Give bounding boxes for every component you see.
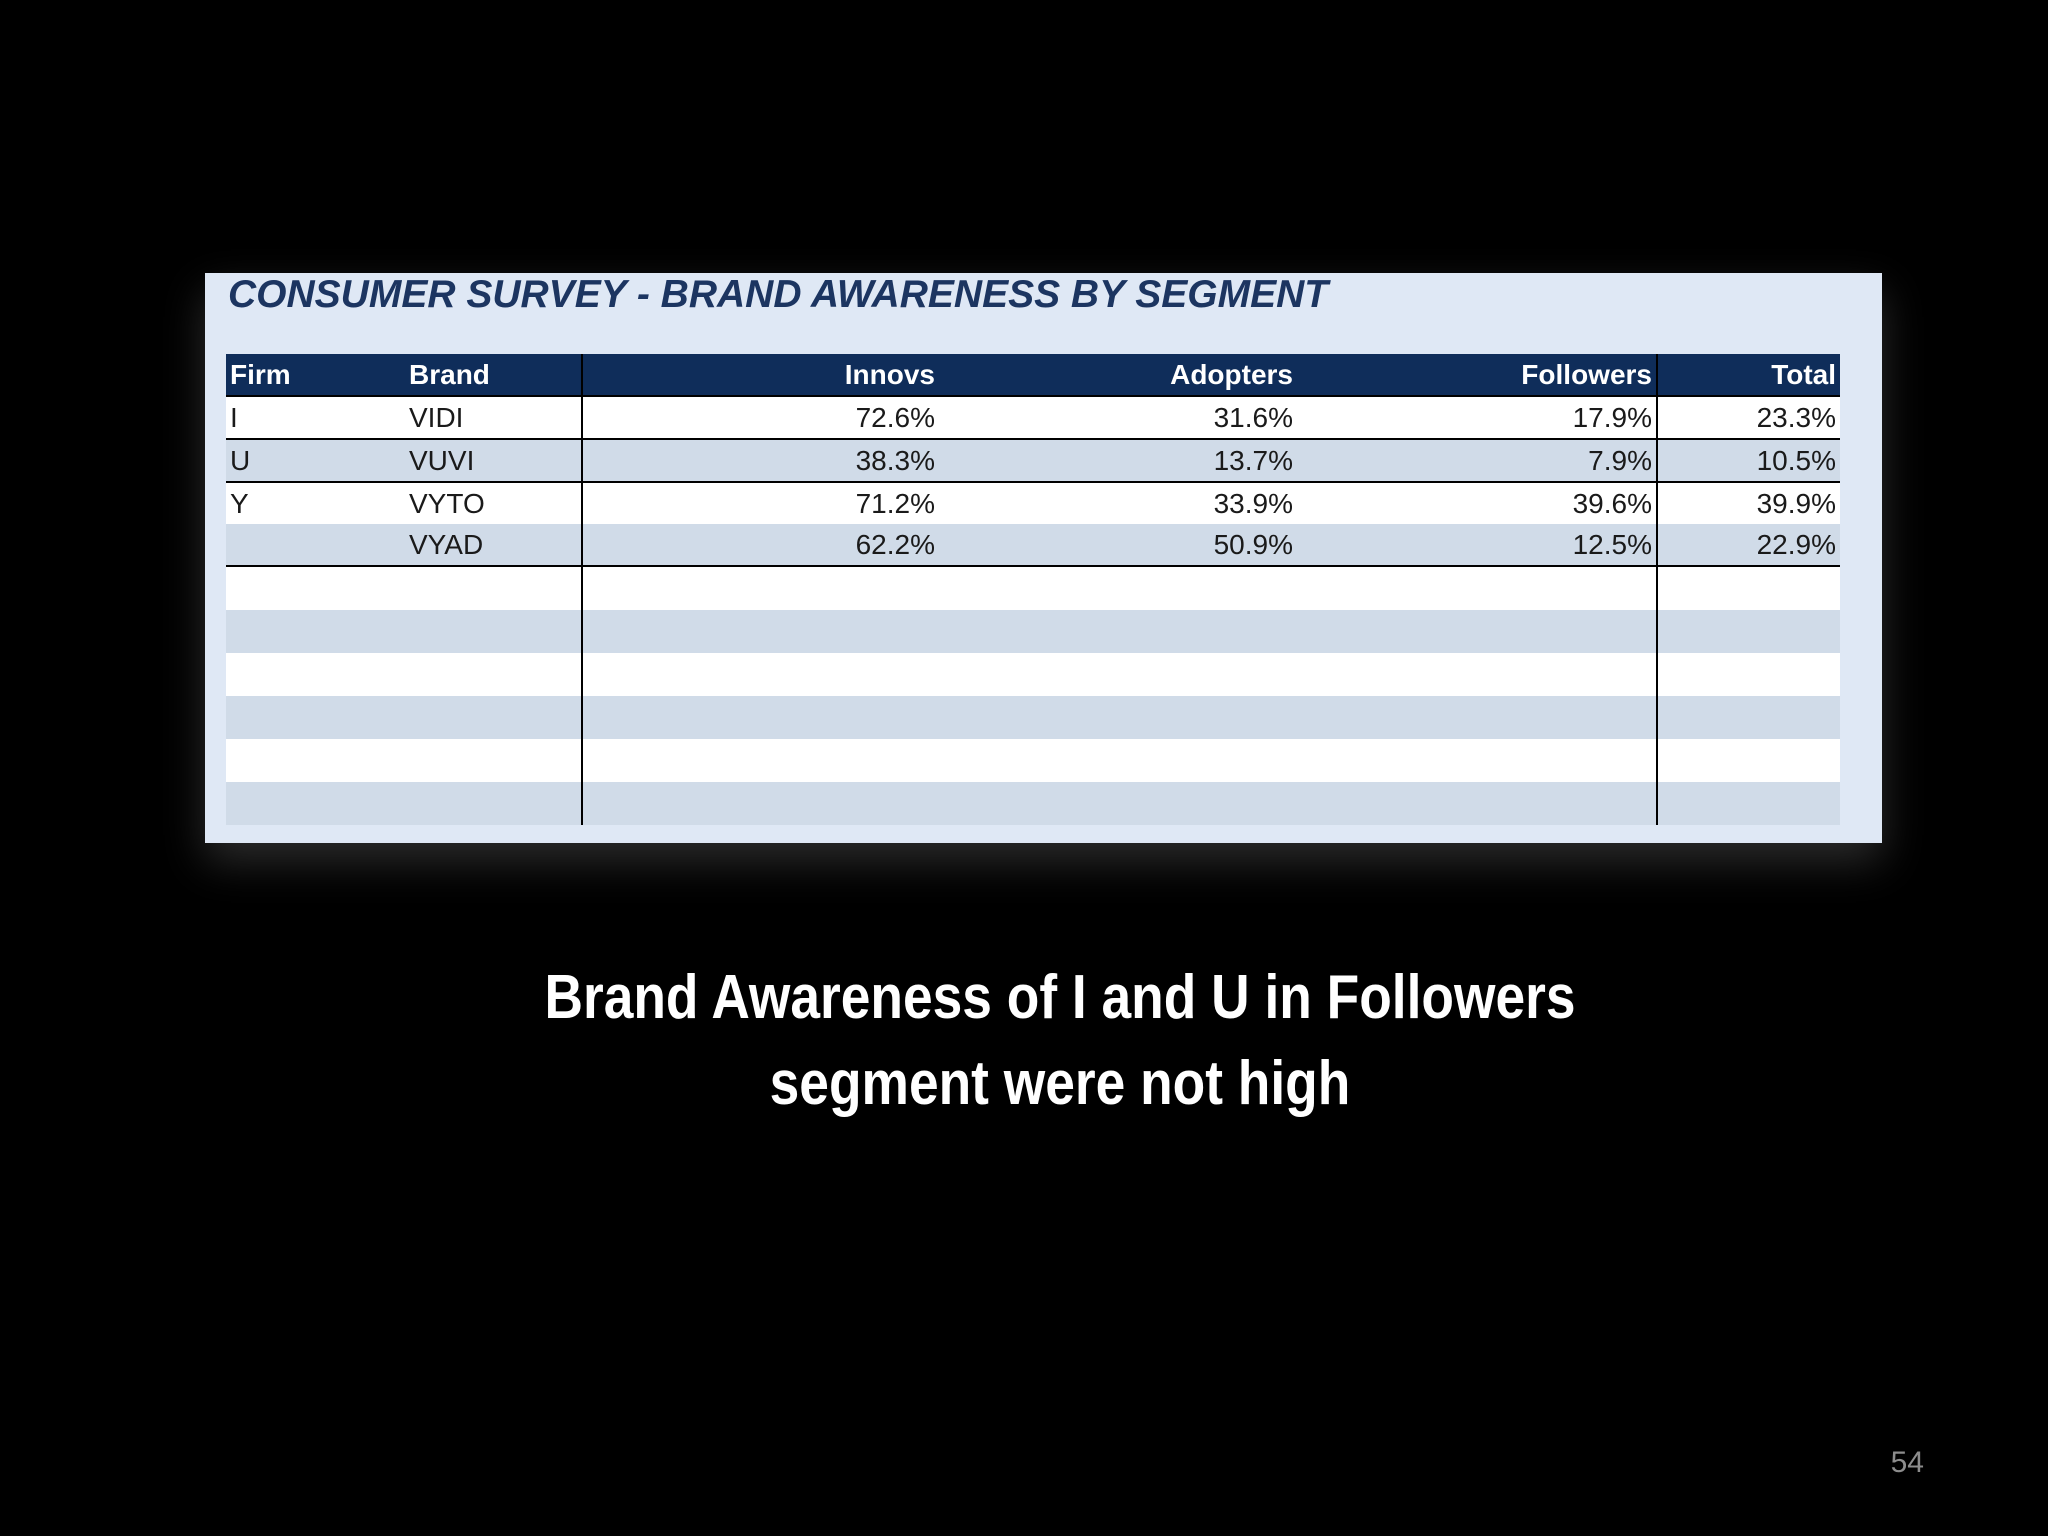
header-total: Total [1657,354,1840,397]
table-header-row: Firm Brand Innovs Adopters Followers Tot… [226,354,1840,397]
cell-firm [226,524,405,567]
cell-firm: I [226,396,405,440]
cell-adopters: 33.9% [939,482,1297,524]
cell-brand: VUVI [405,439,583,483]
cell-brand: VYTO [405,482,583,524]
cell-brand: VIDI [405,396,583,440]
survey-title: CONSUMER SURVEY - BRAND AWARENESS BY SEG… [228,273,1329,316]
cell-firm: Y [226,482,405,524]
cell-followers: 17.9% [1297,396,1658,440]
table-row: I VIDI 72.6% 31.6% 17.9% 23.3% [226,396,1840,440]
empty-table-row [226,739,1840,782]
header-innovs: Innovs [582,354,939,397]
empty-table-row [226,782,1840,825]
empty-table-row [226,610,1840,653]
empty-table-row [226,566,1840,610]
cell-brand: VYAD [405,524,583,567]
caption-line-1: Brand Awareness of I and U in Followers [544,963,1576,1032]
cell-total: 39.9% [1657,482,1840,524]
empty-table-row [226,696,1840,739]
cell-total: 10.5% [1657,439,1840,483]
cell-total: 23.3% [1657,396,1840,440]
header-adopters: Adopters [939,354,1297,397]
page-number: 54 [1890,1446,1924,1479]
header-brand: Brand [405,354,583,397]
cell-innovs: 62.2% [582,524,939,567]
survey-table-image: CONSUMER SURVEY - BRAND AWARENESS BY SEG… [205,273,1882,843]
empty-table-row [226,653,1840,696]
cell-innovs: 72.6% [582,396,939,440]
cell-total: 22.9% [1657,524,1840,567]
cell-followers: 7.9% [1297,439,1658,483]
caption-line-2: segment were not high [769,1049,1351,1118]
brand-awareness-table: Firm Brand Innovs Adopters Followers Tot… [226,354,1840,825]
header-firm: Firm [226,354,405,397]
cell-innovs: 38.3% [582,439,939,483]
table-row: VYAD 62.2% 50.9% 12.5% 22.9% [226,524,1840,567]
cell-adopters: 31.6% [939,396,1297,440]
cell-adopters: 50.9% [939,524,1297,567]
cell-firm: U [226,439,405,483]
table-row: Y VYTO 71.2% 33.9% 39.6% 39.9% [226,482,1840,524]
cell-followers: 12.5% [1297,524,1658,567]
cell-adopters: 13.7% [939,439,1297,483]
slide-caption: Brand Awareness of I and U in Followers … [148,955,1971,1127]
cell-innovs: 71.2% [582,482,939,524]
cell-followers: 39.6% [1297,482,1658,524]
header-followers: Followers [1297,354,1658,397]
table-row: U VUVI 38.3% 13.7% 7.9% 10.5% [226,439,1840,483]
